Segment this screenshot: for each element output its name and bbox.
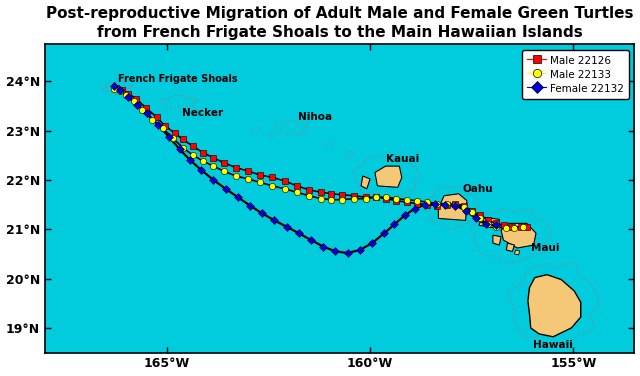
Text: Necker: Necker — [182, 108, 223, 118]
Legend: Male 22126, Male 22133, Female 22132: Male 22126, Male 22133, Female 22132 — [522, 50, 629, 99]
Polygon shape — [506, 243, 515, 252]
Polygon shape — [438, 194, 467, 220]
Polygon shape — [515, 250, 520, 255]
Title: Post-reproductive Migration of Adult Male and Female Green Turtles
from French F: Post-reproductive Migration of Adult Mal… — [46, 6, 634, 40]
Text: Oahu: Oahu — [463, 184, 493, 194]
Text: French Frigate Shoals: French Frigate Shoals — [118, 74, 237, 84]
Text: Maui: Maui — [531, 243, 559, 253]
Polygon shape — [361, 176, 370, 189]
Polygon shape — [528, 274, 580, 337]
Text: Hawaii: Hawaii — [533, 340, 573, 350]
Polygon shape — [493, 235, 501, 245]
Polygon shape — [375, 166, 402, 187]
Polygon shape — [501, 223, 536, 248]
Polygon shape — [479, 217, 499, 228]
Text: Nihoa: Nihoa — [298, 112, 332, 122]
Text: Kauai: Kauai — [385, 154, 419, 164]
